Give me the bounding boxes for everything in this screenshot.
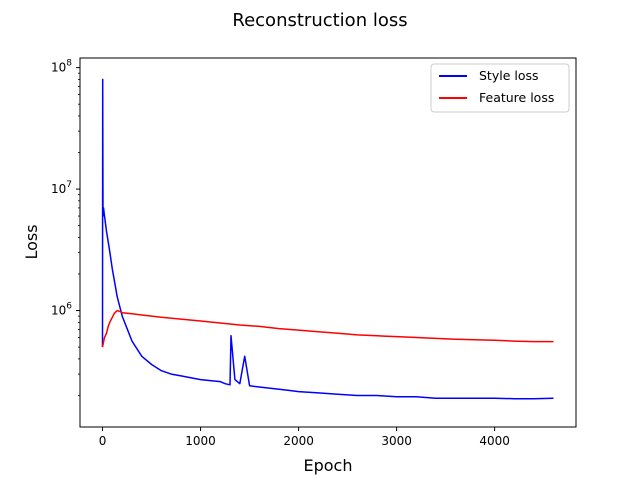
x-tick-label: 2000 [283, 434, 314, 448]
series-line-feature-loss [101, 309, 554, 348]
x-axis: 0 1000 2000 3000 4000 [99, 427, 510, 448]
legend: Style loss Feature loss [430, 63, 570, 113]
x-tick-label: 1000 [185, 434, 216, 448]
x-tick-label: 0 [99, 434, 107, 448]
y-axis-label: Loss [22, 224, 41, 259]
series-layer [101, 78, 554, 400]
x-axis-label: Epoch [304, 456, 353, 475]
plot-frame [79, 57, 577, 428]
y-tick-label: 108 [51, 59, 72, 75]
legend-label-feature-loss: Feature loss [479, 90, 554, 105]
y-tick-label: 107 [51, 180, 72, 196]
chart-title: Reconstruction loss [232, 10, 407, 31]
legend-label-style-loss: Style loss [479, 68, 539, 83]
x-tick-label: 4000 [479, 434, 510, 448]
x-tick-label: 3000 [381, 434, 412, 448]
y-tick-label: 106 [51, 302, 72, 318]
series-line-style-loss [101, 78, 554, 400]
y-axis: 106 107 108 [51, 59, 80, 396]
